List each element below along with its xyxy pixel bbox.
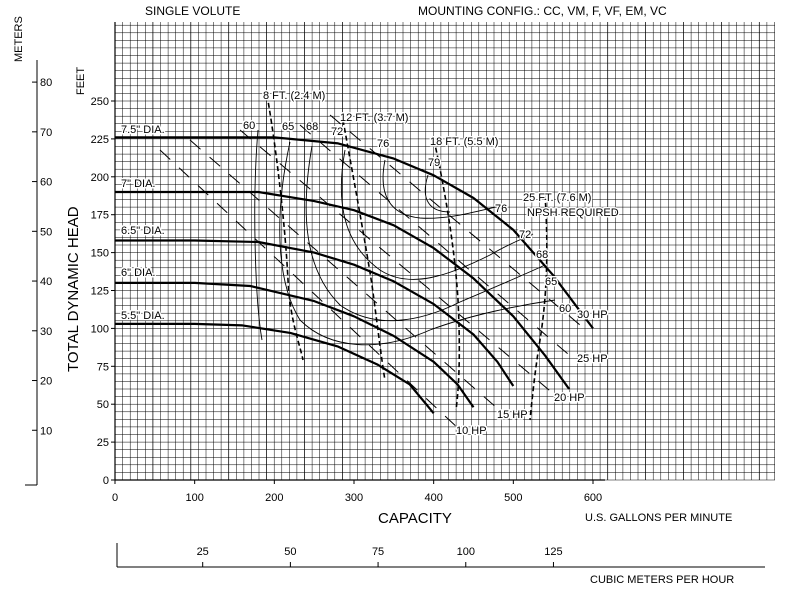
impeller-label: 7.5" DIA. — [121, 124, 165, 136]
efficiency-label: 68 — [536, 249, 548, 261]
x2-axis-unit: CUBIC METERS PER HOUR — [590, 574, 734, 586]
npsh-curve — [266, 94, 304, 361]
y-tick-label: 250 — [91, 96, 109, 108]
x2-tick-label: 100 — [457, 546, 475, 558]
y-tick-label: 125 — [91, 286, 109, 298]
x2-tick-label: 25 — [197, 546, 209, 558]
impeller-curve — [115, 281, 475, 408]
hp-label: 25 HP — [577, 353, 608, 365]
hp-label: 10 HP — [456, 425, 487, 437]
efficiency-label: 76 — [377, 138, 389, 150]
efficiency-curve — [340, 149, 534, 280]
y-tick-label: 0 — [103, 475, 109, 487]
y2-tick-label: 60 — [40, 177, 52, 189]
x-tick-label: 600 — [584, 492, 602, 504]
y-tick-label: 225 — [91, 134, 109, 146]
x-tick-label: 400 — [424, 492, 442, 504]
efficiency-label: 68 — [306, 121, 318, 133]
hp-label: 20 HP — [554, 392, 585, 404]
x2-tick-label: 125 — [544, 546, 562, 558]
impeller-curves — [115, 136, 594, 415]
hp-label: 30 HP — [577, 309, 608, 321]
efficiency-curve — [254, 129, 263, 341]
impeller-label: 6" DIA. — [121, 267, 155, 279]
efficiency-curves — [254, 129, 556, 346]
y-tick-label: 50 — [97, 399, 109, 411]
y2-tick-label: 40 — [40, 276, 52, 288]
x2-tick-label: 75 — [372, 546, 384, 558]
hp-label: 15 HP — [497, 409, 528, 421]
efficiency-label: 76 — [495, 203, 507, 215]
efficiency-label: 65 — [545, 276, 557, 288]
x-tick-label: 500 — [504, 492, 522, 504]
hp-line — [299, 124, 576, 361]
efficiency-curve — [279, 141, 556, 346]
x-tick-label: 0 — [112, 492, 118, 504]
y2-axis-unit: METERS — [13, 16, 25, 62]
y2-tick-label: 70 — [40, 127, 52, 139]
y-axis-title: TOTAL DYNAMIC HEAD — [65, 206, 82, 372]
npsh-curve — [433, 139, 461, 411]
npsh-label: 25 FT. (7.6 M) — [523, 192, 591, 204]
efficiency-curve — [382, 159, 506, 219]
hp-line — [239, 129, 556, 396]
efficiency-label: 65 — [282, 121, 294, 133]
impeller-curve — [115, 239, 515, 387]
efficiency-label: 72 — [519, 229, 531, 241]
y-tick-label: 150 — [91, 248, 109, 260]
y-tick-label: 200 — [91, 172, 109, 184]
impeller-label: 7" DIA. — [121, 178, 155, 190]
efficiency-label: 79 — [428, 157, 440, 169]
y2-tick-label: 10 — [40, 425, 52, 437]
y2-tick-label: 50 — [40, 226, 52, 238]
curve-labels: 7.5" DIA. 7" DIA. 6.5" DIA. 6" DIA. 5.5" DIA… — [120, 89, 621, 439]
y2-tick-label: 20 — [40, 376, 52, 388]
y-tick-label: 100 — [91, 323, 109, 335]
efficiency-label: 60 — [243, 120, 255, 132]
y2-tick-label: 80 — [40, 77, 52, 89]
y-tick-label: 75 — [97, 361, 109, 373]
efficiency-curve — [424, 174, 451, 213]
grid — [114, 22, 775, 481]
y2-tick-label: 30 — [40, 326, 52, 338]
efficiency-label: 60 — [559, 303, 571, 315]
impeller-curve — [115, 190, 570, 390]
impeller-curve — [115, 136, 594, 330]
y-tick-label: 25 — [97, 437, 109, 449]
npsh-label: 8 FT. (2.4 M) — [263, 90, 325, 102]
impeller-label: 5.5" DIA. — [121, 310, 165, 322]
header-right: MOUNTING CONFIG.: CC, VM, F, VF, EM, VC — [418, 4, 667, 18]
tick-labels: 0 100 200 300 400 500 600 0 25 50 75 100 125 150 175 20… — [32, 77, 602, 567]
efficiency-label: 72 — [331, 126, 343, 138]
efficiency-curve — [305, 145, 546, 322]
npsh-curve — [342, 119, 386, 381]
x2-tick-label: 50 — [284, 546, 296, 558]
y-axis-unit: FEET — [75, 67, 87, 95]
axes — [25, 22, 765, 568]
x-tick-label: 100 — [185, 492, 203, 504]
impeller-label: 6.5" DIA. — [121, 225, 165, 237]
npsh-title: NPSH REQUIRED — [527, 207, 619, 219]
x-axis-title: CAPACITY — [378, 510, 452, 527]
x-axis-unit: U.S. GALLONS PER MINUTE — [585, 512, 732, 524]
hp-line — [189, 139, 506, 416]
y-tick-label: 175 — [91, 210, 109, 222]
npsh-curve — [529, 194, 548, 421]
header-left: SINGLE VOLUTE — [145, 4, 240, 18]
npsh-label: 12 FT. (3.7 M) — [340, 112, 408, 124]
x-tick-label: 300 — [345, 492, 363, 504]
npsh-label: 18 FT. (5.5 M) — [430, 136, 498, 148]
hp-line — [329, 114, 581, 326]
impeller-curve — [115, 322, 435, 415]
x-tick-label: 200 — [265, 492, 283, 504]
